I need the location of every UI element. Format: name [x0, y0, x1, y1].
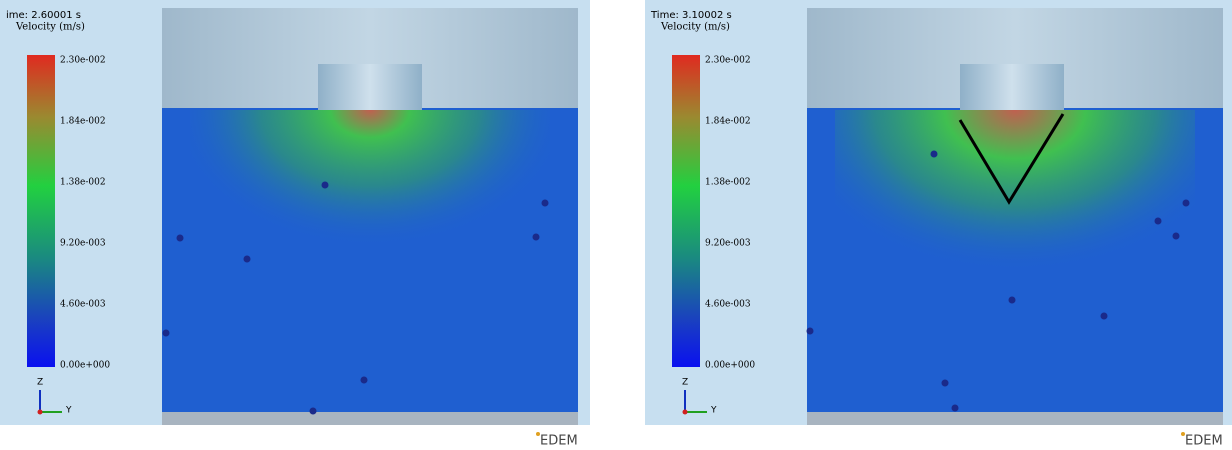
axis-z-label: Z [37, 378, 43, 388]
colorbar-tick-label: 9.20e-003 [705, 239, 751, 249]
particle [951, 404, 959, 412]
colorbar-tick-label: 0.00e+000 [60, 361, 110, 371]
particle [1182, 199, 1190, 207]
colorbar-tick-label: 4.60e-003 [705, 300, 751, 310]
particle [176, 234, 184, 242]
colorbar-title: Velocity (m/s) [15, 22, 85, 33]
particle [1100, 312, 1108, 320]
time-label: ime: 2.60001 s [6, 10, 81, 21]
colorbar [672, 55, 700, 367]
colorbar-tick-label: 1.38e-002 [705, 178, 751, 188]
axis-z-label: Z [682, 378, 688, 388]
particle [1154, 217, 1162, 225]
colorbar-tick-label: 2.30e-002 [60, 56, 106, 66]
particle [243, 255, 251, 263]
annotation-v [958, 113, 1065, 205]
particle [541, 199, 549, 207]
colorbar-tick-label: 1.84e-002 [705, 117, 751, 127]
particle [162, 329, 170, 337]
particle [532, 233, 540, 241]
particle [1172, 232, 1180, 240]
axis-origin [682, 409, 688, 415]
logo-mark [1181, 432, 1185, 436]
particle [930, 150, 938, 158]
colorbar-tick-label: 9.20e-003 [60, 239, 106, 249]
particle [321, 181, 329, 189]
colorbar-title: Velocity (m/s) [660, 22, 730, 33]
piston [318, 64, 422, 110]
axis-y-label: Y [710, 406, 717, 416]
colorbar-tick-label: 1.84e-002 [60, 117, 106, 127]
particle [806, 327, 814, 335]
colorbar-tick-label: 0.00e+000 [705, 361, 755, 371]
colorbar-tick-label: 1.38e-002 [60, 178, 106, 188]
logo-mark [536, 432, 540, 436]
axis-origin [37, 409, 43, 415]
piston [960, 64, 1064, 110]
colorbar-tick-label: 4.60e-003 [60, 300, 106, 310]
time-label: Time: 3.10002 s [650, 10, 732, 21]
particle [309, 407, 317, 415]
floor [807, 412, 1223, 425]
floor [162, 412, 578, 425]
particle [360, 376, 368, 384]
particle [941, 379, 949, 387]
colorbar-tick-label: 2.30e-002 [705, 56, 751, 66]
colorbar [27, 55, 55, 367]
velocity-cone [190, 110, 550, 360]
axis-y-label: Y [65, 406, 72, 416]
logo: EDEM [540, 434, 578, 449]
logo: EDEM [1185, 434, 1223, 449]
velocity-cone [835, 110, 1195, 360]
particle [1008, 296, 1016, 304]
